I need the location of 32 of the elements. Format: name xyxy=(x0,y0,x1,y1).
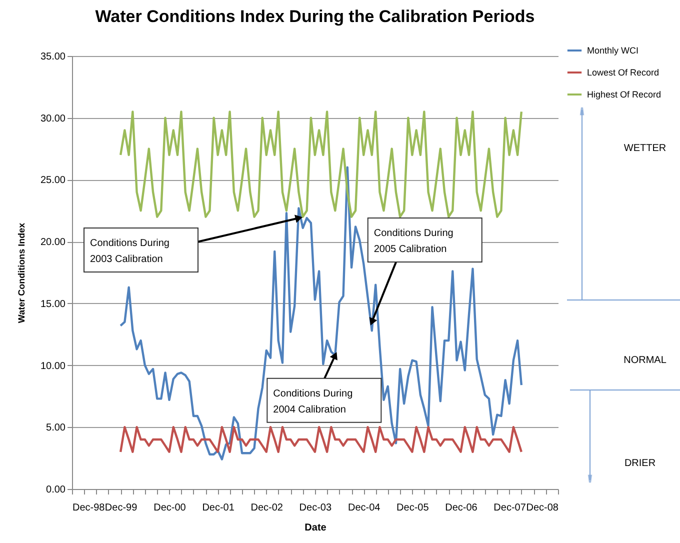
y-tick-label: 15.00 xyxy=(40,298,66,310)
y-tick-label: 20.00 xyxy=(40,237,66,248)
annotation: Conditions During 2003 Calibration xyxy=(90,238,170,265)
x-tick-label: Dec-03 xyxy=(299,502,332,514)
y-tick-label: 25.00 xyxy=(40,175,66,186)
y-tick-label: 0.00 xyxy=(46,484,66,496)
legend-label: Lowest Of Record xyxy=(587,68,660,78)
x-tick-label: Dec-04 xyxy=(348,502,381,514)
x-tick-label: Dec-07 xyxy=(494,502,526,514)
x-tick-label: Dec-00 xyxy=(154,502,186,514)
y-tick-label: 30.00 xyxy=(40,113,66,124)
y-tick-label: 10.00 xyxy=(40,360,66,372)
x-tick-label: Dec-98 xyxy=(72,502,106,514)
chart-title: Water Conditions Index During the Calibration Periods xyxy=(95,7,535,26)
legend-label: Monthly WCI xyxy=(587,46,639,56)
annotation: Conditions During 2005 Calibration xyxy=(374,228,454,255)
x-tick-label: Dec-02 xyxy=(250,502,284,514)
annotation: Conditions During 2004 Calibration xyxy=(273,388,353,416)
legend-label: Highest Of Record xyxy=(587,90,662,100)
text: NORMAL xyxy=(624,355,667,366)
x-tick-label: Dec-01 xyxy=(202,502,235,514)
x-tick-label: Dec-99 xyxy=(104,502,138,514)
x-tick-label: Dec-06 xyxy=(445,502,478,514)
x-axis-title: Date xyxy=(304,522,327,534)
x-tick-label: Dec-08 xyxy=(526,502,559,514)
x-tick-label: Dec-05 xyxy=(396,502,430,514)
y-tick-label: 5.00 xyxy=(46,422,66,434)
text: DRIER xyxy=(624,458,656,469)
y-tick-label: 35.00 xyxy=(40,52,66,62)
y-axis-title: Water Conditions Index xyxy=(16,222,26,324)
line-series xyxy=(119,426,523,453)
text: WETTER xyxy=(624,143,666,154)
